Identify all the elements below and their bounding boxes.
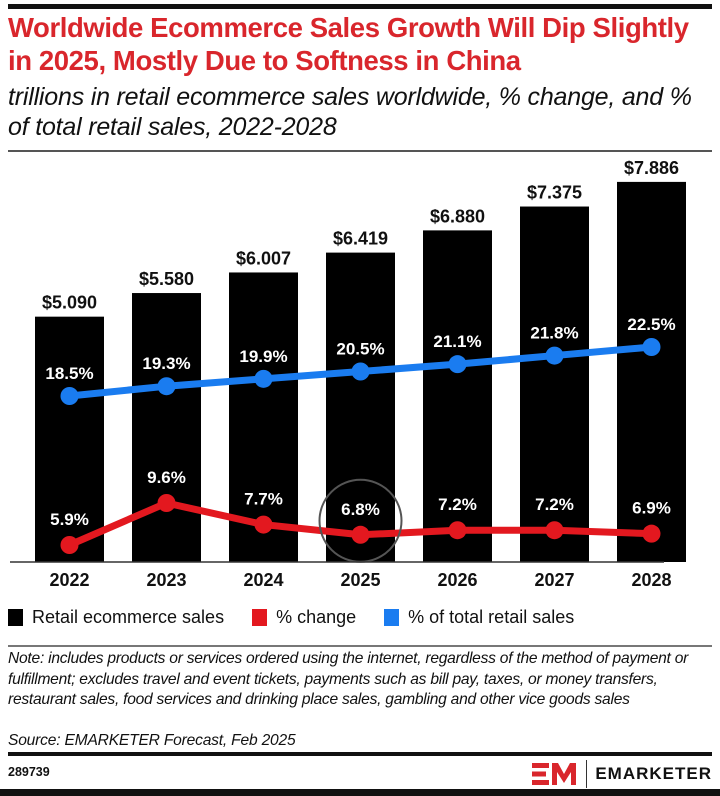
page-bottom-bar [0, 789, 720, 796]
pct-change-label-2025: 6.8% [341, 500, 380, 519]
bar-value-label-2025: $6.419 [333, 229, 388, 249]
pct-total-point-2026 [448, 355, 467, 374]
chart-title: Worldwide Ecommerce Sales Growth Will Di… [8, 12, 689, 76]
bar-value-label-2022: $5.090 [42, 293, 97, 313]
pct-change-label-2023: 9.6% [147, 468, 186, 487]
bar-2025 [326, 252, 395, 563]
bar-value-label-2027: $7.375 [527, 183, 582, 203]
pct-total-label-2023: 19.3% [142, 354, 190, 373]
legend-item-retail-ecommerce-sales: Retail ecommerce sales [8, 607, 224, 628]
legend-label: % of total retail sales [408, 606, 575, 627]
combo-chart: $5.090 $5.580 $6.007 $6.419 $6.880 $7.375 $7.8… [10, 158, 686, 590]
bar-value-label-2026: $6.880 [430, 206, 485, 226]
em-logo-icon [532, 763, 577, 785]
pct-total-label-2025: 20.5% [336, 340, 384, 359]
bar-value-label-2023: $5.580 [139, 269, 194, 289]
bar-value-label-2024: $6.007 [236, 248, 291, 268]
note-rule [8, 645, 712, 647]
source-line: Source: EMARKETER Forecast, Feb 2025 [8, 732, 296, 749]
top-rule [8, 4, 712, 9]
legend-label: Retail ecommerce sales [32, 606, 225, 627]
bar-2028 [617, 181, 686, 562]
legend-label: % change [276, 606, 357, 627]
legend-swatch-black [8, 608, 23, 626]
pct-change-series: 5.9% 9.6% 7.7% 6.8% 7.2% 7.2% 6.9% [50, 468, 671, 554]
bar-value-label-2028: $7.886 [624, 158, 679, 178]
pct-change-point-2027 [545, 521, 564, 540]
pct-change-label-2028: 6.9% [632, 499, 671, 518]
pct-total-label-2028: 22.5% [627, 315, 675, 334]
legend-item-pct-total: % of total retail sales [384, 607, 574, 628]
pct-total-point-2027 [545, 346, 564, 365]
bar-2027 [520, 206, 589, 562]
pct-change-point-2024 [254, 515, 273, 534]
chart-subtitle: trillions in retail ecommerce sales worl… [8, 83, 692, 141]
pct-total-label-2024: 19.9% [239, 347, 287, 366]
pct-change-label-2022: 5.9% [50, 510, 89, 529]
bar-2023 [132, 293, 201, 562]
bar-2026 [423, 230, 492, 562]
legend-swatch-blue [384, 608, 400, 626]
bottom-rule [8, 752, 712, 756]
pct-change-point-2026 [448, 521, 467, 540]
legend-item-pct-change: % change [252, 607, 356, 628]
chart-id: 289739 [8, 765, 50, 779]
pct-change-label-2027: 7.2% [535, 495, 574, 514]
x-tick-label-2023: 2023 [146, 570, 186, 590]
pct-total-label-2022: 18.5% [45, 364, 93, 383]
x-tick-label-2028: 2028 [631, 570, 671, 590]
legend: Retail ecommerce sales % change % of tot… [8, 604, 602, 630]
pct-change-label-2026: 7.2% [438, 495, 477, 514]
logo-divider [586, 760, 588, 788]
emarketer-logo: EMARKETER [532, 760, 712, 788]
bar-series [35, 181, 686, 563]
x-tick-label-2027: 2027 [534, 570, 574, 590]
pct-total-point-2025 [351, 362, 370, 381]
x-tick-label-2024: 2024 [243, 570, 283, 590]
bar-2024 [229, 272, 298, 562]
pct-total-series: 18.5% 19.3% 19.9% 20.5% 21.1% 21.8% 22.5% [45, 315, 676, 405]
bar-2022 [35, 316, 104, 562]
bar-value-labels: $5.090 $5.580 $6.007 $6.419 $6.880 $7.375 $7.8… [42, 158, 679, 313]
pct-change-point-2023 [157, 494, 176, 512]
pct-change-point-2028 [642, 524, 661, 543]
pct-total-label-2026: 21.1% [433, 332, 481, 351]
pct-total-point-2024 [254, 369, 273, 388]
pct-change-point-2025 [351, 525, 370, 544]
x-tick-labels: 2022 2023 2024 2025 2026 2027 2028 [49, 570, 671, 590]
x-tick-label-2026: 2026 [437, 570, 477, 590]
chart-top-rule [8, 150, 712, 152]
brand-name: EMARKETER [595, 764, 712, 783]
pct-total-point-2028 [642, 338, 661, 356]
pct-change-label-2024: 7.7% [244, 490, 283, 509]
x-tick-label-2025: 2025 [340, 570, 380, 590]
pct-change-point-2022 [60, 536, 79, 554]
pct-total-label-2027: 21.8% [530, 324, 578, 343]
pct-total-point-2022 [60, 387, 79, 405]
footnote: Note: includes products or services orde… [8, 650, 689, 708]
legend-swatch-red [252, 608, 268, 626]
x-tick-label-2022: 2022 [49, 570, 89, 590]
pct-total-point-2023 [157, 377, 176, 396]
